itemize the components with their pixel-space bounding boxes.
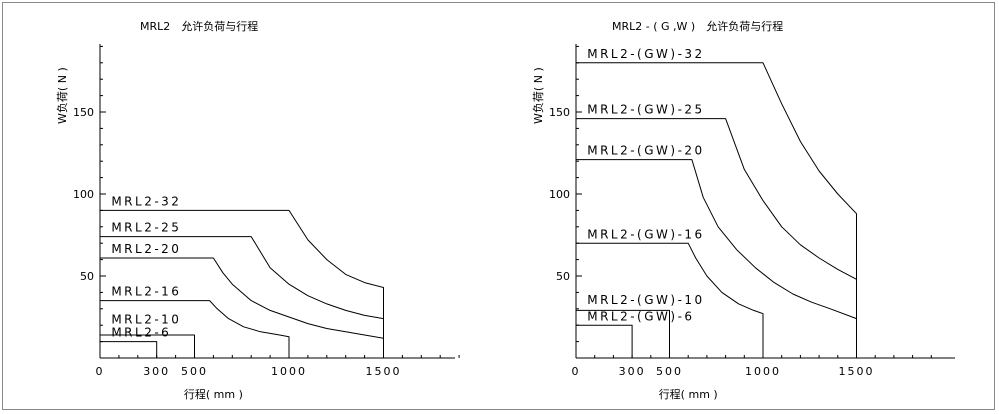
left-series-line-mrl2-25 bbox=[100, 236, 384, 358]
right-y-tick-label: 150 bbox=[549, 106, 570, 119]
left-x-tick-label: 0 bbox=[96, 365, 105, 378]
left-x-tick-label: 1000 bbox=[271, 365, 307, 378]
right-y-tick-label: 50 bbox=[556, 270, 570, 283]
right-series-line-mrl2-gw-6 bbox=[576, 324, 633, 358]
left-series-label: MRL2-20 bbox=[111, 242, 181, 256]
left-series-label: MRL2-25 bbox=[111, 221, 181, 235]
right-series-label: MRL2-(GW)-32 bbox=[587, 47, 704, 61]
right-series-label: MRL2-(GW)-16 bbox=[587, 227, 704, 241]
left-series-label: MRL2-10 bbox=[111, 313, 181, 327]
right-series-label: MRL2-(GW)-25 bbox=[587, 103, 704, 117]
right-x-tick-label: 1000 bbox=[745, 365, 781, 378]
figure-frame bbox=[2, 2, 995, 410]
left-y-tick-label: 50 bbox=[80, 270, 94, 283]
right-series-line-mrl2-gw-16 bbox=[576, 242, 764, 358]
right-series-label: MRL2-(GW)-6 bbox=[587, 309, 694, 323]
right-series-line-mrl2-gw-32 bbox=[576, 62, 857, 358]
left-x-tick-label: 1500 bbox=[366, 365, 402, 378]
left-series-line-mrl2-20 bbox=[100, 257, 384, 358]
left-series-label: MRL2-6 bbox=[111, 326, 171, 340]
right-chart-title: MRL2 - ( G ,W ) 允许负荷与行程 bbox=[612, 19, 783, 33]
left-series-label: MRL2-32 bbox=[111, 194, 181, 208]
left-series-line-mrl2-32 bbox=[100, 209, 384, 358]
left-y-axis-label: W负荷( N ) bbox=[55, 67, 69, 124]
chart-left: MRL2 允许负荷与行程 50 100 150 0 300 500 1000 1500 行程( m… bbox=[55, 19, 460, 401]
right-series-line-mrl2-gw-20 bbox=[576, 159, 857, 358]
left-chart-title: MRL2 允许负荷与行程 bbox=[140, 19, 258, 33]
right-series-label: MRL2-(GW)-20 bbox=[587, 144, 704, 158]
left-series-label: MRL2-16 bbox=[111, 285, 181, 299]
left-series-line-mrl2-16 bbox=[100, 300, 290, 358]
left-series-line-mrl2-10 bbox=[100, 334, 195, 358]
right-series-line-mrl2-gw-10 bbox=[576, 309, 670, 358]
right-x-tick-label: 300 bbox=[619, 365, 646, 378]
right-series-label: MRL2-(GW)-10 bbox=[587, 293, 704, 307]
left-x-tick-label: 300 bbox=[143, 365, 170, 378]
right-x-tick-label: 500 bbox=[656, 365, 683, 378]
left-y-tick-label: 150 bbox=[73, 106, 94, 119]
right-y-tick-label: 100 bbox=[549, 188, 570, 201]
right-x-axis-label: 行程( mm ) bbox=[659, 388, 718, 401]
right-x-tick-label: 0 bbox=[572, 365, 581, 378]
right-x-tick-label: 1500 bbox=[839, 365, 875, 378]
chart-right: MRL2 - ( G ,W ) 允许负荷与行程 50 100 150 0 300 500 10… bbox=[500, 0, 999, 414]
right-y-axis-label: W负荷( N ) bbox=[531, 67, 545, 124]
right-series-line-mrl2-gw-25 bbox=[576, 118, 857, 358]
left-x-tick-label: 500 bbox=[181, 365, 208, 378]
left-x-axis-label: 行程( mm ) bbox=[184, 388, 243, 401]
left-series-line-mrl2-6 bbox=[100, 341, 158, 358]
left-y-tick-label: 100 bbox=[73, 188, 94, 201]
